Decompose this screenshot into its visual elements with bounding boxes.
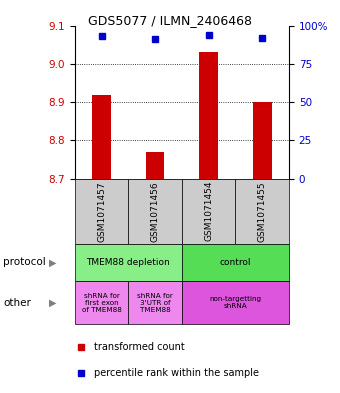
Bar [75,244,182,281]
Bar [199,52,218,179]
Text: control: control [220,258,251,267]
Text: GSM1071457: GSM1071457 [97,181,106,242]
Text: percentile rank within the sample: percentile rank within the sample [94,369,259,378]
Bar [235,179,289,244]
Text: other: other [3,298,31,308]
Bar [253,102,272,179]
Text: TMEM88 depletion: TMEM88 depletion [86,258,170,267]
Bar [75,179,129,244]
Text: transformed count: transformed count [94,342,185,352]
Bar [92,94,111,179]
Bar [146,152,165,179]
Text: GSM1071456: GSM1071456 [151,181,159,242]
Text: non-targetting
shRNA: non-targetting shRNA [209,296,261,309]
Text: GSM1071455: GSM1071455 [258,181,267,242]
Bar [129,281,182,324]
Bar [182,179,235,244]
Bar [75,281,129,324]
Text: ▶: ▶ [49,257,56,267]
Text: GSM1071454: GSM1071454 [204,181,213,241]
Text: ▶: ▶ [49,298,56,308]
Bar [129,179,182,244]
Text: shRNA for
first exon
of TMEM88: shRNA for first exon of TMEM88 [82,293,121,312]
Text: GDS5077 / ILMN_2406468: GDS5077 / ILMN_2406468 [88,14,252,27]
Bar [182,281,289,324]
Text: protocol: protocol [3,257,46,267]
Bar [182,244,289,281]
Text: shRNA for
3'UTR of
TMEM88: shRNA for 3'UTR of TMEM88 [137,293,173,312]
